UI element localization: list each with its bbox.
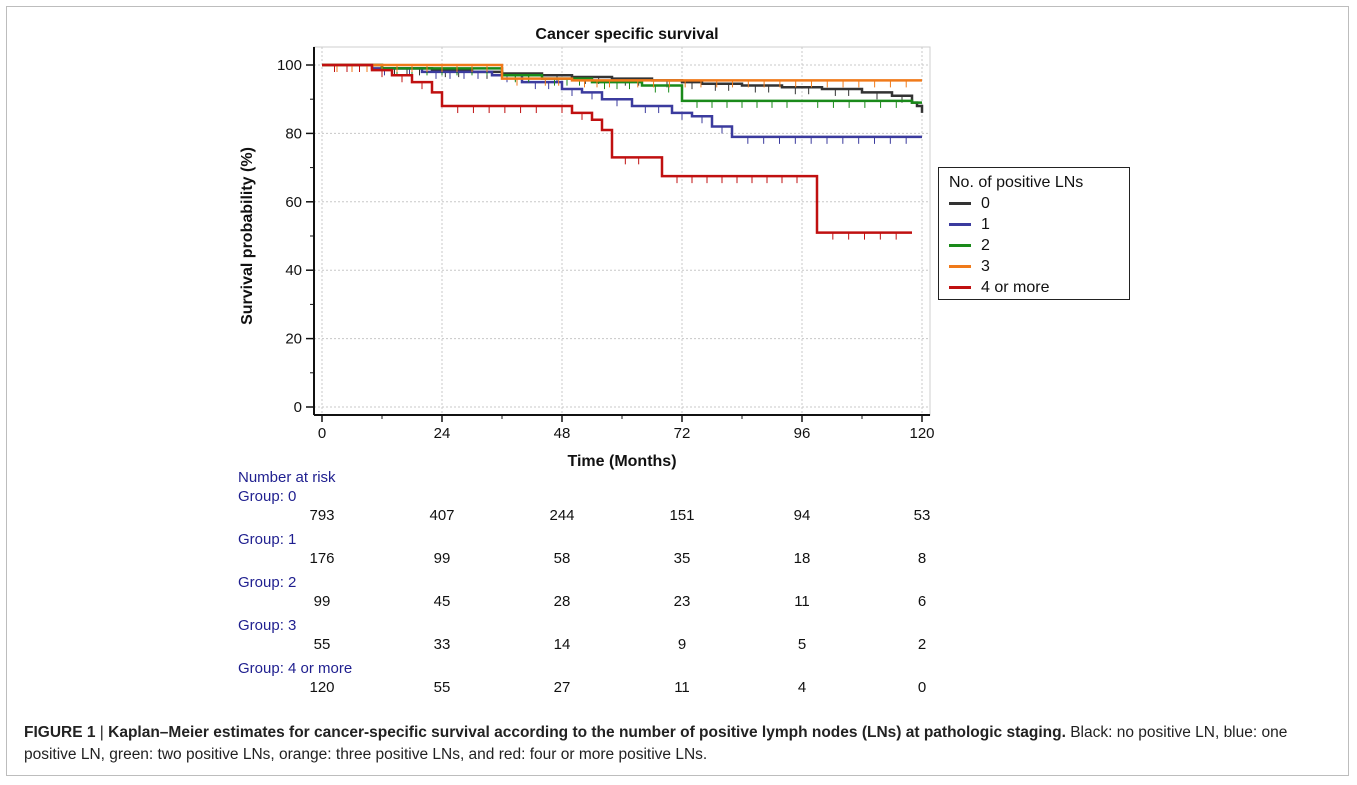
risk-group-label: Group: 1 bbox=[238, 531, 297, 548]
risk-count: 793 bbox=[309, 507, 335, 524]
chart-title: Cancer specific survival bbox=[535, 26, 719, 43]
risk-count: 14 bbox=[553, 636, 571, 653]
risk-count: 18 bbox=[793, 550, 811, 567]
risk-count: 55 bbox=[433, 679, 451, 696]
risk-count: 99 bbox=[433, 550, 451, 567]
survival-curve-series-4 bbox=[322, 63, 912, 234]
legend-swatch bbox=[949, 202, 971, 205]
legend-label: 1 bbox=[981, 216, 990, 233]
risk-count: 4 bbox=[797, 679, 807, 696]
risk-count: 58 bbox=[553, 550, 571, 567]
risk-count: 407 bbox=[429, 507, 455, 524]
risk-count: 176 bbox=[309, 550, 335, 567]
risk-table-heading: Number at risk bbox=[238, 469, 336, 486]
figure-caption: FIGURE 1 | Kaplan–Meier estimates for ca… bbox=[24, 722, 1334, 766]
risk-count: 23 bbox=[673, 593, 691, 610]
survival-curve-series-3 bbox=[322, 63, 922, 82]
x-tick-label: 24 bbox=[434, 425, 451, 442]
legend-item: 3 bbox=[949, 256, 1129, 277]
plot-area-border bbox=[313, 46, 931, 416]
risk-count: 2 bbox=[917, 636, 927, 653]
risk-count: 11 bbox=[794, 593, 810, 610]
y-tick-label: 60 bbox=[285, 194, 302, 211]
caption-separator: | bbox=[95, 724, 109, 741]
risk-count: 0 bbox=[917, 679, 927, 696]
legend-swatch bbox=[949, 265, 971, 268]
x-tick-label: 72 bbox=[674, 425, 691, 442]
risk-count: 8 bbox=[917, 550, 927, 567]
x-tick-label: 96 bbox=[794, 425, 811, 442]
x-tick-label: 120 bbox=[909, 425, 934, 442]
risk-count: 53 bbox=[913, 507, 931, 524]
y-tick-label: 100 bbox=[277, 57, 302, 74]
legend-swatch bbox=[949, 244, 971, 247]
risk-count: 244 bbox=[549, 507, 575, 524]
risk-group-label: Group: 3 bbox=[238, 617, 297, 634]
risk-group-label: Group: 0 bbox=[238, 488, 297, 505]
caption-body: Black: no positive LN, blue: one positiv… bbox=[24, 724, 1288, 763]
risk-count: 28 bbox=[553, 593, 571, 610]
risk-count: 5 bbox=[797, 636, 807, 653]
legend-label: 0 bbox=[981, 195, 990, 212]
risk-count: 120 bbox=[309, 679, 335, 696]
caption-bold-text: Kaplan–Meier estimates for cancer-specif… bbox=[108, 724, 1066, 741]
risk-count: 6 bbox=[917, 593, 927, 610]
risk-count: 55 bbox=[313, 636, 331, 653]
legend-label: 4 or more bbox=[981, 279, 1050, 296]
legend-title: No. of positive LNs bbox=[949, 174, 1084, 191]
legend: No. of positive LNs 0 1 2 3 4 or more bbox=[938, 167, 1130, 300]
y-tick-label: 40 bbox=[285, 262, 302, 279]
risk-count: 99 bbox=[313, 593, 331, 610]
risk-count: 9 bbox=[677, 636, 687, 653]
x-tick-label: 0 bbox=[318, 425, 326, 442]
legend-item: 0 bbox=[949, 193, 1129, 214]
x-tick-label: 48 bbox=[554, 425, 571, 442]
legend-item: 2 bbox=[949, 235, 1129, 256]
risk-group-label: Group: 2 bbox=[238, 574, 297, 591]
caption-lead: FIGURE 1 bbox=[24, 724, 96, 741]
y-tick-label: 20 bbox=[285, 331, 302, 348]
x-axis-label: Time (Months) bbox=[567, 453, 676, 470]
figure-frame bbox=[6, 6, 1349, 776]
y-axis-label: Survival probability (%) bbox=[239, 147, 256, 325]
legend-item: 1 bbox=[949, 214, 1129, 235]
legend-label: 2 bbox=[981, 237, 990, 254]
risk-count: 94 bbox=[793, 507, 811, 524]
y-tick-label: 80 bbox=[285, 125, 302, 142]
legend-swatch bbox=[949, 223, 971, 226]
risk-count: 35 bbox=[673, 550, 691, 567]
risk-count: 33 bbox=[433, 636, 451, 653]
risk-count: 151 bbox=[669, 507, 695, 524]
legend-swatch bbox=[949, 286, 971, 289]
survival-curve-series-2 bbox=[322, 63, 922, 104]
risk-count: 11 bbox=[674, 679, 690, 696]
legend-item: 4 or more bbox=[949, 277, 1129, 298]
risk-count: 27 bbox=[553, 679, 571, 696]
legend-label: 3 bbox=[981, 258, 990, 275]
y-tick-label: 0 bbox=[294, 399, 302, 416]
km-plot: 0 20 40 60 80 100 0 24 48 72 96 120 Time (Months) Sur… bbox=[239, 46, 935, 470]
risk-count: 45 bbox=[433, 593, 451, 610]
risk-group-label: Group: 4 or more bbox=[238, 660, 353, 677]
